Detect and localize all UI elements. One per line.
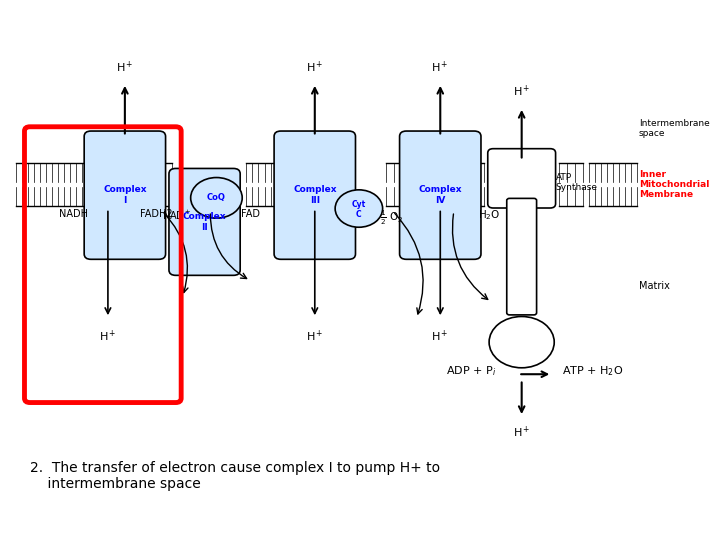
Text: Intermembrane
space: Intermembrane space <box>639 119 710 138</box>
FancyBboxPatch shape <box>169 168 240 275</box>
Text: H$^+$: H$^+$ <box>116 59 134 75</box>
Text: NAD$^+$: NAD$^+$ <box>162 208 192 221</box>
Text: Complex
I: Complex I <box>103 185 147 205</box>
Text: Complex
II: Complex II <box>183 212 226 232</box>
FancyBboxPatch shape <box>507 198 536 315</box>
FancyBboxPatch shape <box>84 131 166 259</box>
Text: NADH: NADH <box>58 208 88 219</box>
Text: C: C <box>356 211 361 219</box>
Text: H$^+$: H$^+$ <box>306 329 323 344</box>
Text: H$^+$: H$^+$ <box>513 84 531 99</box>
FancyBboxPatch shape <box>274 131 356 259</box>
Text: H$^+$: H$^+$ <box>99 329 117 344</box>
Text: H$^+$: H$^+$ <box>306 59 323 75</box>
FancyBboxPatch shape <box>487 148 556 208</box>
Text: H$^+$: H$^+$ <box>513 425 531 440</box>
Text: H$^+$: H$^+$ <box>431 59 449 75</box>
FancyBboxPatch shape <box>400 131 481 259</box>
Text: ATP + H$_2$O: ATP + H$_2$O <box>562 364 624 379</box>
Text: FAD: FAD <box>241 208 260 219</box>
Text: Complex
III: Complex III <box>293 185 336 205</box>
Text: Complex
IV: Complex IV <box>418 185 462 205</box>
Text: 2.  The transfer of electron cause complex I to pump H+ to
    intermembrane spa: 2. The transfer of electron cause comple… <box>30 461 440 491</box>
Text: Matrix: Matrix <box>639 281 670 291</box>
Circle shape <box>489 316 554 368</box>
Text: CoQ: CoQ <box>207 193 226 202</box>
Text: H$^+$: H$^+$ <box>431 329 449 344</box>
Text: ADP + P$_i$: ADP + P$_i$ <box>446 364 496 379</box>
Circle shape <box>335 190 382 227</box>
Text: Inner
Mitochondrial
Membrane: Inner Mitochondrial Membrane <box>639 170 709 199</box>
Text: Cyt: Cyt <box>352 200 366 209</box>
Text: FADH2: FADH2 <box>140 208 172 219</box>
Text: H$_2$O: H$_2$O <box>477 208 500 222</box>
Text: $\frac{1}{2}$ O$_2$: $\frac{1}{2}$ O$_2$ <box>379 208 403 227</box>
Text: ATP
Synthase: ATP Synthase <box>556 173 598 192</box>
Circle shape <box>191 178 242 218</box>
